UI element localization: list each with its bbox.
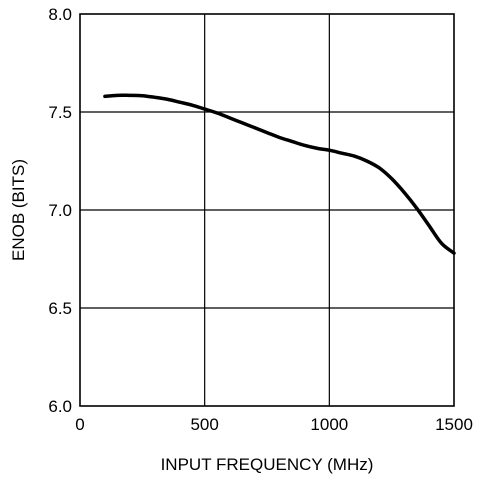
y-tick-label: 6.0: [48, 397, 72, 416]
y-tick-label: 7.5: [48, 103, 72, 122]
enob-series-line: [103, 93, 456, 255]
y-tick-label: 8.0: [48, 5, 72, 24]
y-tick-label: 7.0: [48, 201, 72, 220]
y-axis-label: ENOB (BITS): [9, 159, 28, 261]
plot-frame: [79, 13, 455, 407]
x-tick-label: 1000: [310, 415, 348, 434]
grid: [80, 14, 454, 406]
x-tick-label: 1500: [435, 415, 473, 434]
x-axis-label: INPUT FREQUENCY (MHz): [161, 455, 374, 474]
x-tick-label: 0: [75, 415, 84, 434]
x-tick-label: 500: [190, 415, 218, 434]
y-tick-label: 6.5: [48, 299, 72, 318]
tick-labels: 0 500 1000 1500 6.0 6.5 7.0 7.5 8.0: [48, 5, 473, 434]
